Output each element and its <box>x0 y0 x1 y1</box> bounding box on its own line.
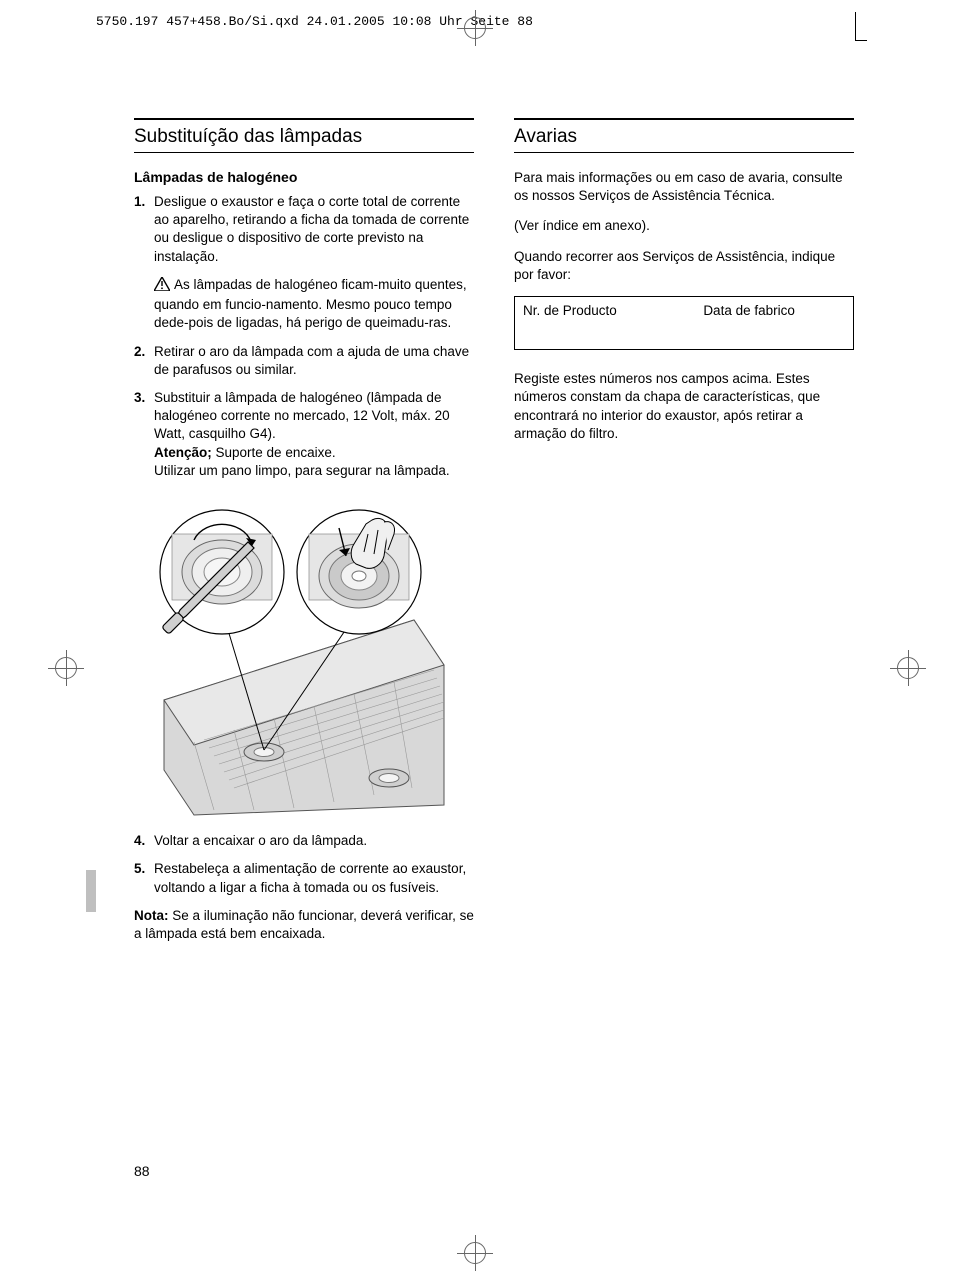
hood-panel <box>164 620 444 815</box>
steps-list: 2. Retirar o aro da lâmpada com a ajuda … <box>134 343 474 481</box>
detail-right <box>297 510 421 634</box>
steps-list: 4. Voltar a encaixar o aro da lâmpada. 5… <box>134 832 474 897</box>
registration-mark <box>457 10 493 46</box>
box-label-date: Data de fabrico <box>703 303 845 343</box>
section-title-left: Substituíção das lâmpadas <box>134 126 474 148</box>
note-text: Se a iluminação não funcionar, deverá ve… <box>134 908 474 941</box>
paragraph: Quando recorrer aos Serviços de Assistên… <box>514 248 854 284</box>
step-text: Substituir a lâmpada de halogéneo (lâmpa… <box>154 389 474 480</box>
steps-list: 1. Desligue o exaustor e faça o corte to… <box>134 193 474 266</box>
step-number: 5. <box>134 860 154 896</box>
detail-left <box>160 510 284 634</box>
step-text-line: Utilizar um pano limpo, para segurar na … <box>154 463 450 478</box>
step-item: 1. Desligue o exaustor e faça o corte to… <box>134 193 474 266</box>
step-item: 4. Voltar a encaixar o aro da lâmpada. <box>134 832 474 850</box>
step-text: Desligue o exaustor e faça o corte total… <box>154 193 474 266</box>
step-text-line: Suporte de encaixe. <box>212 445 336 460</box>
step-item: 3. Substituir a lâmpada de halogéneo (lâ… <box>134 389 474 480</box>
step-number: 1. <box>134 193 154 266</box>
note-bold: Nota: <box>134 908 169 923</box>
page-content: Substituíção das lâmpadas Lâmpadas de ha… <box>134 118 854 953</box>
step-number: 3. <box>134 389 154 480</box>
subheading: Lâmpadas de halogéneo <box>134 169 474 185</box>
warning-paragraph: As lâmpadas de halogéneo ficam-muito que… <box>154 276 474 333</box>
rule <box>134 152 474 153</box>
step-number: 4. <box>134 832 154 850</box>
step-text-bold: Atenção; <box>154 445 212 460</box>
section-title-right: Avarias <box>514 126 854 148</box>
product-info-box: Nr. de Producto Data de fabrico <box>514 296 854 350</box>
paragraph: Para mais informações ou em caso de avar… <box>514 169 854 205</box>
rule <box>134 118 474 120</box>
warning-icon <box>154 277 170 296</box>
rule <box>514 152 854 153</box>
step-text: Voltar a encaixar o aro da lâmpada. <box>154 832 474 850</box>
registration-mark <box>457 1235 493 1271</box>
step-item: 5. Restabeleça a alimentação de corrente… <box>134 860 474 896</box>
step-number: 2. <box>134 343 154 379</box>
side-tab <box>86 870 96 912</box>
step-text-line: Substituir a lâmpada de halogéneo (lâmpa… <box>154 390 450 441</box>
crop-mark <box>855 40 867 41</box>
paragraph: (Ver índice em anexo). <box>514 217 854 235</box>
registration-mark <box>48 650 84 686</box>
warning-text: As lâmpadas de halogéneo ficam-muito que… <box>154 277 467 330</box>
crop-mark <box>855 12 856 40</box>
step-text: Retirar o aro da lâmpada com a ajuda de … <box>154 343 474 379</box>
step-text: Restabeleça a alimentação de corrente ao… <box>154 860 474 896</box>
right-column: Avarias Para mais informações ou em caso… <box>514 118 854 953</box>
note-paragraph: Nota: Se a iluminação não funcionar, dev… <box>134 907 474 943</box>
lamp-replacement-figure <box>134 490 454 820</box>
step-item: 2. Retirar o aro da lâmpada com a ajuda … <box>134 343 474 379</box>
paragraph: Registe estes números nos campos acima. … <box>514 370 854 443</box>
registration-mark <box>890 650 926 686</box>
box-label-product: Nr. de Producto <box>523 303 703 343</box>
page-number: 88 <box>134 1163 150 1179</box>
left-column: Substituíção das lâmpadas Lâmpadas de ha… <box>134 118 474 953</box>
rule <box>514 118 854 120</box>
